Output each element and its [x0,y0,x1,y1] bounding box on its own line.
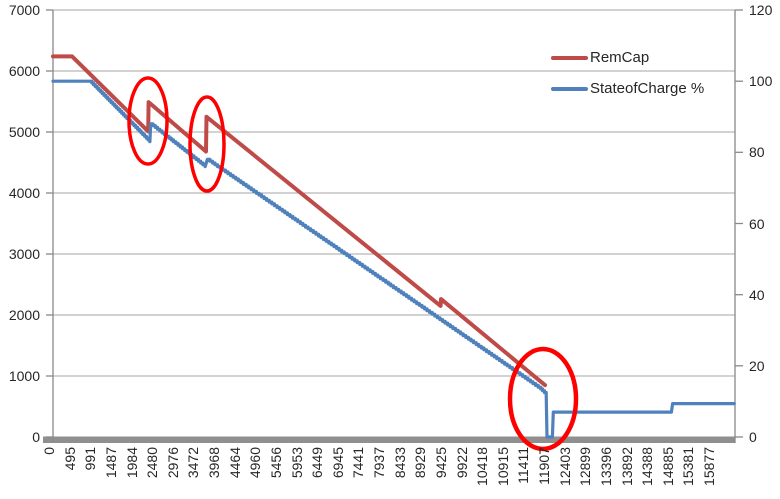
x-tick-label: 11907 [536,447,552,485]
x-axis-band [43,436,735,443]
x-tick-label: 9425 [433,447,449,479]
y-right-tick-label: 60 [749,216,765,232]
annotation-ellipse [127,76,169,166]
y-right-tick-label: 40 [749,287,765,303]
x-tick-label: 7441 [350,447,366,479]
x-tick-label: 5456 [268,447,284,479]
legend-label-stateofcharge: StateofCharge % [590,80,705,97]
stateofcharge-line-swatch-icon [551,86,588,91]
x-tick-label: 3472 [185,447,201,479]
y-left-tick-label: 6000 [8,63,40,79]
x-tick-label: 6449 [309,447,325,479]
y-left-tick-label: 2000 [8,307,40,323]
x-tick-label: 7937 [371,447,387,479]
y-left-tick-label: 5000 [8,124,40,140]
x-tick-label: 12899 [577,447,593,486]
x-tick-label: 3968 [206,447,222,479]
y-right-tick-label: 0 [749,429,757,445]
x-tick-label: 14885 [660,447,676,486]
x-tick-label: 0 [41,447,57,455]
x-tick-label: 2976 [165,447,181,479]
annotation-ellipse [507,346,579,452]
y-left-tick-label: 3000 [8,246,40,262]
y-left-tick-label: 0 [32,429,40,445]
x-tick-label: 1487 [103,447,119,479]
annotation-ellipse [188,95,226,193]
x-tick-label: 4464 [227,447,243,479]
series-remcap [51,54,547,388]
x-tick-label: 8433 [392,447,408,479]
x-tick-label: 15381 [680,447,696,486]
y-right-tick-label: 20 [749,358,765,374]
x-tick-label: 11411 [515,447,531,484]
y-left-tick-label: 7000 [8,2,40,18]
x-tick-label: 10418 [474,447,490,486]
x-tick-label: 4960 [247,447,263,479]
y-left-tick-label: 4000 [8,185,40,201]
y-right-tick-label: 80 [749,144,765,160]
x-tick-label: 8929 [412,447,428,479]
x-tick-label: 12403 [557,447,573,486]
x-tick-label: 15877 [701,447,717,486]
y-right-tick-label: 100 [749,73,773,89]
x-tick-label: 991 [82,447,98,471]
x-tick-label: 6945 [330,447,346,479]
x-tick-label: 13396 [598,447,614,486]
x-tick-label: 1984 [124,447,140,479]
legend-item-remcap[interactable]: RemCap [551,42,704,73]
y-left-tick-label: 1000 [8,368,40,384]
x-tick-label: 9922 [454,447,470,479]
legend: RemCap StateofCharge % [551,42,704,104]
x-tick-label: 495 [62,447,78,471]
legend-item-stateofcharge[interactable]: StateofCharge % [551,73,704,104]
x-tick-label: 10915 [495,447,511,486]
y-right-tick-label: 120 [749,2,773,18]
x-tick-label: 14388 [639,447,655,486]
legend-label-remcap: RemCap [590,49,650,66]
series-stateofcharge- [51,79,736,439]
x-tick-label: 5953 [289,447,305,479]
x-tick-label: 13892 [619,447,635,486]
remcap-line-swatch-icon [551,55,588,60]
x-tick-label: 2480 [144,447,160,479]
